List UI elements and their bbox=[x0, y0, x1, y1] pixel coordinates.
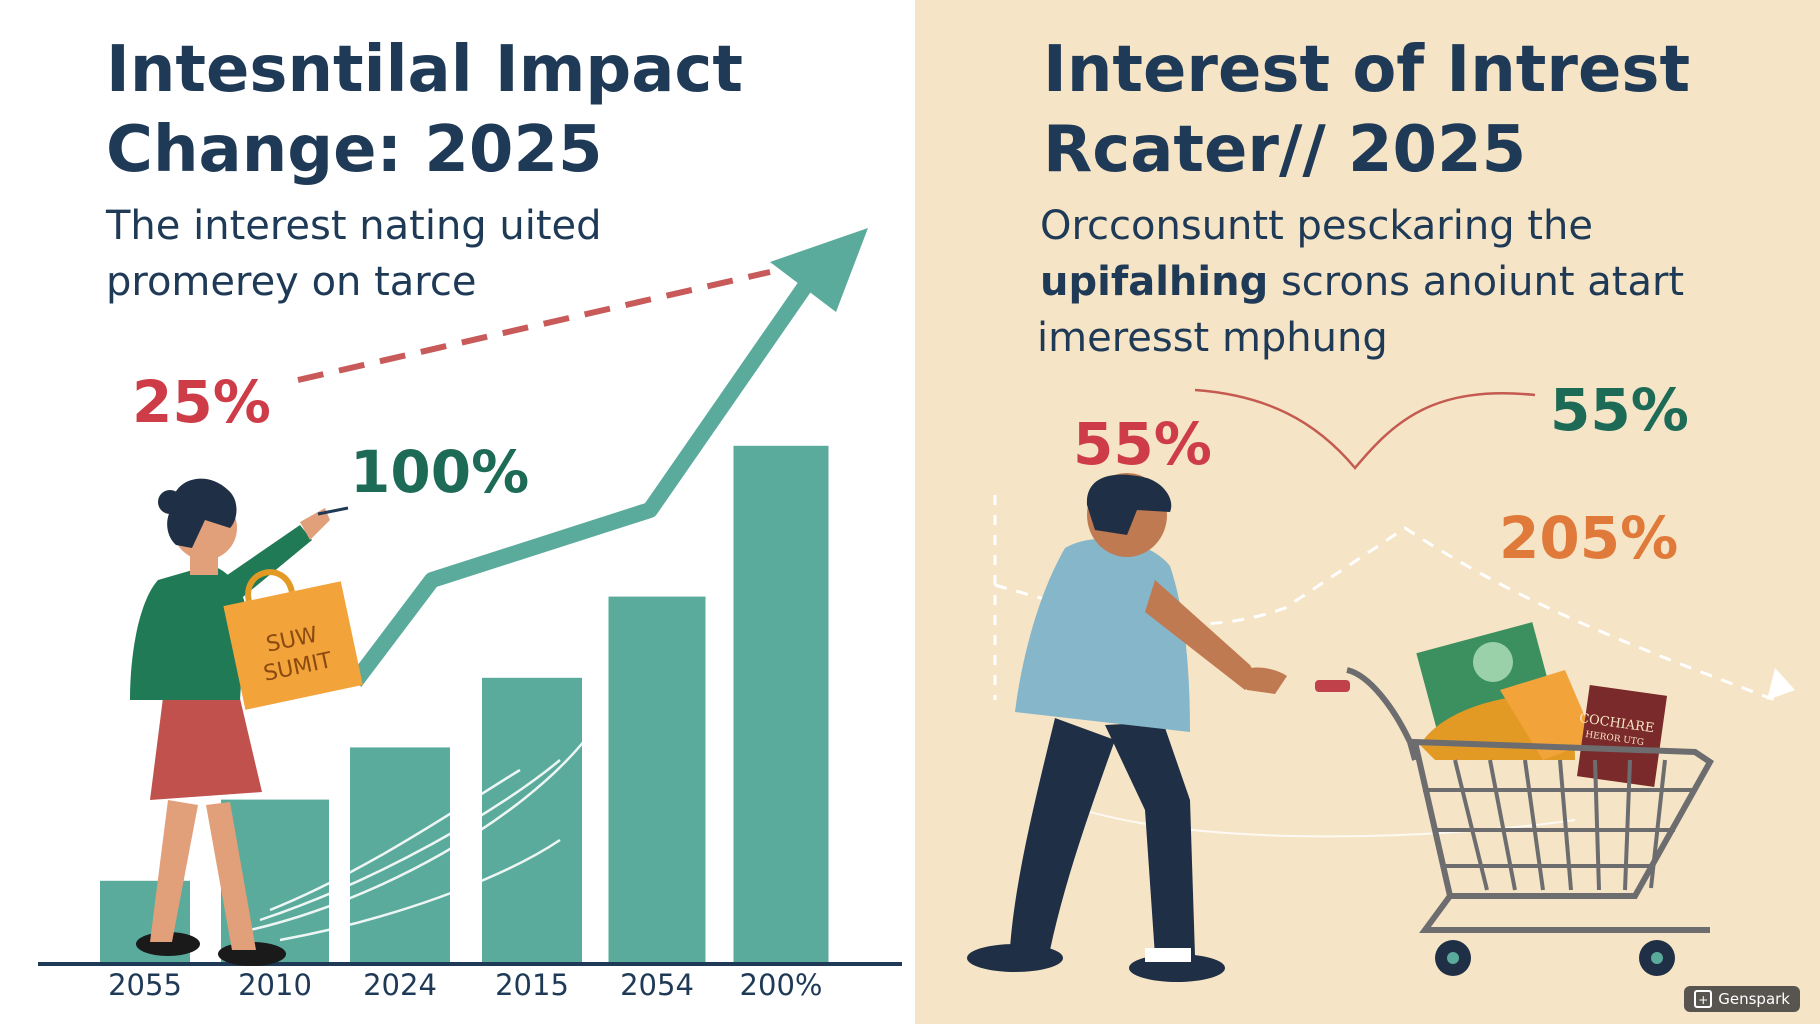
bar-2015 bbox=[482, 677, 582, 962]
genspark-logo-icon: + bbox=[1694, 990, 1713, 1008]
left-title-line2: Change: 2025 bbox=[106, 113, 603, 187]
x-tick-label: 2024 bbox=[363, 968, 437, 1002]
left-subtitle-line1: The interest nating uited bbox=[106, 203, 602, 249]
x-tick-label: 2055 bbox=[108, 968, 182, 1002]
right-subtitle-line2: upifalhing scrons anoiunt atart bbox=[1040, 254, 1684, 310]
dashed-arrowhead-icon bbox=[1767, 668, 1795, 700]
shopping-bag-icon: SUW SUMIT bbox=[223, 569, 363, 710]
x-tick-label: 2054 bbox=[620, 968, 694, 1002]
trend-arrowhead-icon bbox=[770, 228, 868, 312]
watermark-label: Genspark bbox=[1718, 990, 1790, 1008]
bar-200% bbox=[733, 445, 829, 962]
left-stat-red: 25% bbox=[132, 368, 271, 436]
bar-2024 bbox=[350, 747, 450, 962]
x-tick-label: 200% bbox=[739, 968, 823, 1002]
shopping-cart-icon: COCHIARE HEROR UTG bbox=[1315, 622, 1714, 976]
left-panel: Intesntilal Impact Change: 2025 The inte… bbox=[38, 33, 902, 1002]
right-subtitle-rest: scrons anoiunt atart bbox=[1268, 259, 1685, 305]
decor-curve bbox=[1194, 388, 1536, 470]
woman-shopper-figure bbox=[130, 478, 349, 966]
right-subtitle-line1: Orcconsuntt pesckaring the bbox=[1040, 203, 1593, 249]
left-stat-green: 100% bbox=[350, 438, 530, 506]
bar-chart: SUW SUMIT bbox=[38, 228, 902, 966]
right-subtitle-line3: imeresst mphung bbox=[1037, 315, 1388, 361]
left-subtitle-line2: promerey on tarce bbox=[106, 259, 477, 305]
bar-2054 bbox=[608, 596, 706, 962]
right-stat-red: 55% bbox=[1073, 410, 1212, 478]
swoosh-lines bbox=[249, 739, 586, 942]
right-stat-orange: 205% bbox=[1499, 504, 1679, 572]
right-subtitle-bold: upifalhing bbox=[1040, 259, 1269, 305]
right-stat-green: 55% bbox=[1550, 376, 1689, 444]
x-tick-label: 2010 bbox=[238, 968, 312, 1002]
right-title-line2: Rcater// 2025 bbox=[1043, 113, 1527, 187]
genspark-watermark: + Genspark bbox=[1684, 986, 1800, 1012]
left-title-line1: Intesntilal Impact bbox=[106, 33, 743, 107]
x-tick-label: 2015 bbox=[495, 968, 569, 1002]
trend-arrow-line bbox=[348, 277, 815, 687]
right-panel: Interest of Intrest Rcater// 2025 Orccon… bbox=[915, 0, 1820, 1024]
dashed-trend-line bbox=[297, 269, 771, 383]
man-shopper-figure bbox=[967, 473, 1287, 982]
right-title-line1: Interest of Intrest bbox=[1043, 33, 1691, 107]
shopper-illustration: COCHIARE HEROR UTG bbox=[967, 388, 1795, 982]
